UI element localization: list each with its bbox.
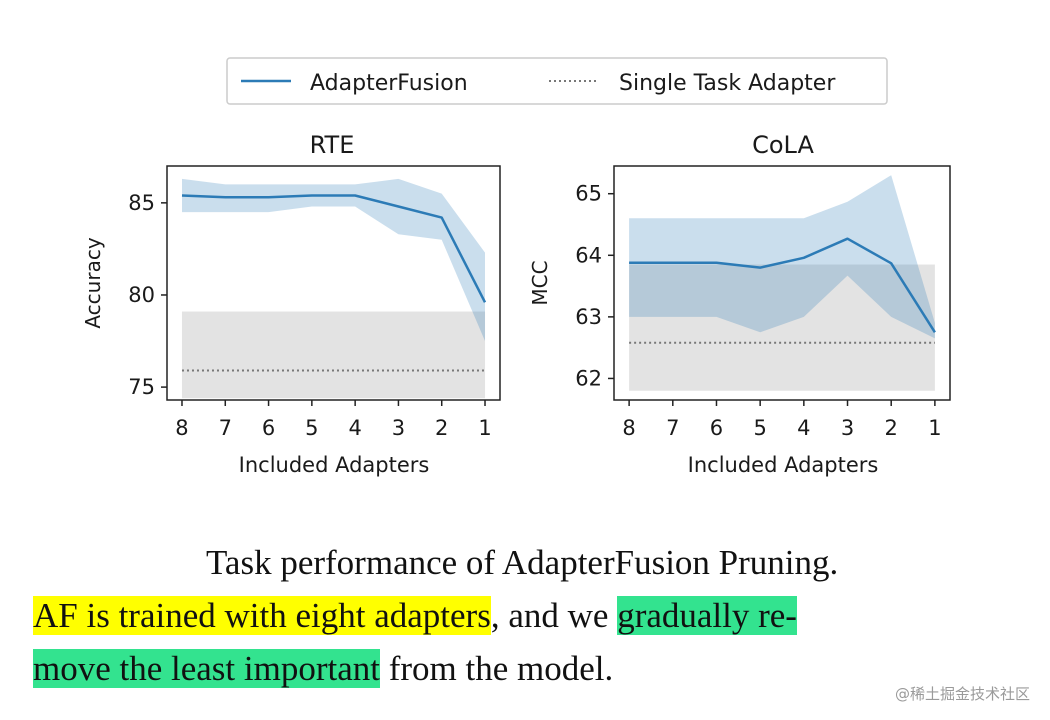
caption-text-1: Task performance of AdapterFusion Prunin…: [206, 543, 839, 582]
rte-chart: RTE Accuracy Included Adapters 8 7 6 5 4 3 2 1 7…: [81, 131, 501, 477]
rte-series-line: [181, 194, 487, 303]
cola-x-tick-label: 7: [666, 416, 679, 440]
caption-text-2: , and we: [490, 596, 618, 635]
cola-y-tick-label: 65: [575, 182, 602, 206]
rte-x-tick-label: 6: [262, 416, 275, 440]
cola-baseline-band: [629, 264, 935, 391]
rte-title: RTE: [310, 131, 355, 159]
highlight-green-2: move the least important: [33, 649, 380, 688]
rte-x-tick-label: 5: [305, 416, 318, 440]
highlight-green-1: gradually re-: [617, 596, 797, 635]
legend-label-adapterfusion: AdapterFusion: [310, 71, 468, 96]
rte-y-tick-label: 85: [128, 191, 155, 215]
rte-plot-frame: [166, 165, 501, 401]
caption-line-2: AF is trained with eight adapters, and w…: [33, 596, 797, 636]
rte-confidence-band: [182, 178, 485, 341]
cola-x-tick-label: 2: [885, 416, 898, 440]
cola-x-tick-label: 6: [710, 416, 723, 440]
cola-y-tick-label: 62: [575, 366, 602, 390]
legend-label-single-task: Single Task Adapter: [619, 71, 836, 96]
rte-x-tick-label: 3: [392, 416, 405, 440]
highlight-yellow: AF is trained with eight adapters: [33, 596, 491, 635]
cola-plot-frame: [613, 165, 951, 401]
cola-series-line: [629, 237, 936, 333]
rte-x-tick-label: 1: [478, 416, 491, 440]
legend: AdapterFusion Single Task Adapter: [226, 57, 888, 105]
cola-y-tick-label: 63: [575, 305, 602, 329]
figure: AdapterFusion Single Task Adapter RTE Ac…: [81, 57, 951, 477]
watermark: @稀土掘金技术社区: [894, 685, 1030, 703]
cola-x-tick-label: 8: [622, 416, 635, 440]
rte-baseline-band: [181, 311, 486, 399]
legend-box: [226, 57, 888, 105]
caption-line-3: move the least important from the model.: [33, 649, 613, 689]
cola-x-tick-label: 4: [797, 416, 810, 440]
rte-y-tick-label: 75: [128, 375, 155, 399]
rte-ylabel: Accuracy: [81, 237, 105, 328]
cola-xlabel: Included Adapters: [688, 453, 879, 477]
cola-x-tick-label: 3: [841, 416, 854, 440]
caption-line-1: Task performance of AdapterFusion Prunin…: [206, 543, 838, 583]
cola-ylabel: MCC: [528, 260, 552, 305]
rte-x-tick-label: 7: [219, 416, 232, 440]
cola-title: CoLA: [752, 131, 814, 159]
rte-y-tick-label: 80: [128, 283, 155, 307]
cola-x-tick-label: 1: [928, 416, 941, 440]
cola-y-tick-label: 64: [575, 243, 602, 267]
caption-text-3: from the model.: [380, 649, 614, 688]
rte-xlabel: Included Adapters: [239, 453, 430, 477]
cola-chart: CoLA MCC Included Adapters 8 7 6 5 4 3 2 162636…: [528, 131, 951, 477]
cola-x-tick-label: 5: [753, 416, 766, 440]
rte-x-tick-label: 4: [348, 416, 361, 440]
rte-x-tick-label: 2: [435, 416, 448, 440]
rte-x-tick-label: 8: [175, 416, 188, 440]
cola-confidence-band: [629, 175, 935, 339]
